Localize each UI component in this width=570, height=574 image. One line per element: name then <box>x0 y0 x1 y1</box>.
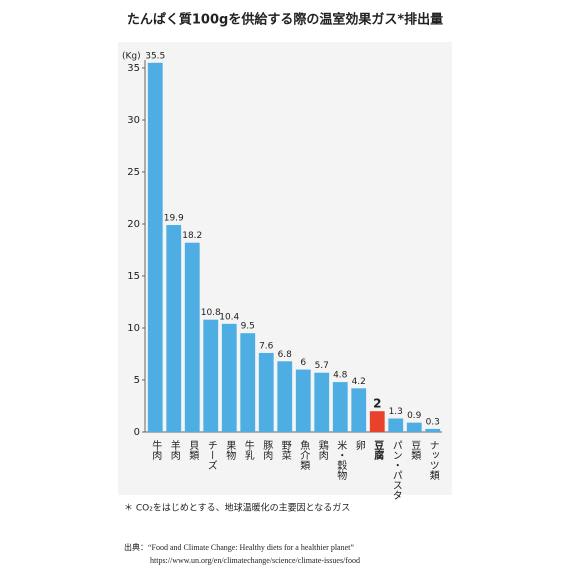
bar <box>221 323 237 432</box>
bar <box>166 225 182 432</box>
bar <box>277 361 293 432</box>
y-axis-label: (Kg) <box>122 52 141 62</box>
x-tick-label: 牛乳 <box>242 439 254 460</box>
value-label: 4.2 <box>352 377 366 387</box>
y-tick-label: 30 <box>127 115 140 126</box>
value-label: 1.3 <box>389 407 403 417</box>
bar <box>240 333 256 432</box>
bar <box>184 242 200 432</box>
x-tick-label: 牛肉 <box>150 439 162 460</box>
x-tick-label: 豚肉 <box>261 440 273 460</box>
x-tick-label: 魚介類 <box>298 439 310 471</box>
value-label: 10.4 <box>219 312 239 322</box>
footnote: ＊ CO₂をはじめとする、地球温暖化の主要因となるガス <box>124 502 350 514</box>
x-tick-label: 貝類 <box>187 440 199 461</box>
bar <box>332 382 348 432</box>
value-label: 10.8 <box>201 308 221 318</box>
source-url: https://www.un.org/en/climatechange/scie… <box>150 556 360 565</box>
x-tick-label: 豆腐 <box>372 440 384 461</box>
y-tick-label: 25 <box>127 167 140 178</box>
bar <box>369 411 385 432</box>
y-tick-label: 10 <box>127 323 140 334</box>
value-label: 7.6 <box>259 341 274 351</box>
x-tick-label: 野菜 <box>279 440 291 461</box>
value-label: 0.3 <box>426 417 440 427</box>
bar <box>314 372 330 432</box>
bar <box>388 418 404 432</box>
value-label: 0.9 <box>407 411 422 421</box>
x-tick-label: チーズ <box>205 440 217 470</box>
value-label: 4.8 <box>333 371 348 381</box>
x-tick-label: パン・パスタ <box>390 440 402 500</box>
value-label: 2 <box>373 397 381 411</box>
y-tick-label: 15 <box>127 271 140 282</box>
value-label: 19.9 <box>164 214 184 224</box>
bar <box>295 369 311 432</box>
x-tick-label: 豆類 <box>409 440 421 461</box>
chart-title: たんぱく質100gを供給する際の温室効果ガス*排出量 <box>127 12 443 28</box>
bar <box>258 352 274 432</box>
bar <box>406 422 422 432</box>
y-tick-label: 0 <box>134 427 140 438</box>
x-tick-label: ナッツ類 <box>427 440 439 481</box>
y-tick-label: 5 <box>134 375 140 386</box>
x-tick-label: 卵 <box>353 440 365 451</box>
y-tick-label: 35 <box>127 63 140 74</box>
x-tick-label: 鶏肉 <box>316 439 328 460</box>
source: 出典：“Food and Climate Change: Healthy die… <box>124 542 354 552</box>
value-label: 5.7 <box>315 361 329 371</box>
x-tick-label: 米・穀物 <box>335 439 347 481</box>
bar <box>203 319 219 432</box>
x-tick-label: 羊肉 <box>168 439 180 460</box>
value-label: 18.2 <box>182 231 202 241</box>
bar <box>147 62 163 433</box>
value-label: 6 <box>300 358 306 368</box>
value-label: 35.5 <box>145 51 165 61</box>
bar <box>425 428 441 432</box>
y-tick-label: 20 <box>127 219 140 230</box>
value-label: 6.8 <box>278 350 293 360</box>
value-label: 9.5 <box>241 322 255 332</box>
x-tick-label: 果物 <box>224 440 236 461</box>
bar <box>351 388 367 432</box>
